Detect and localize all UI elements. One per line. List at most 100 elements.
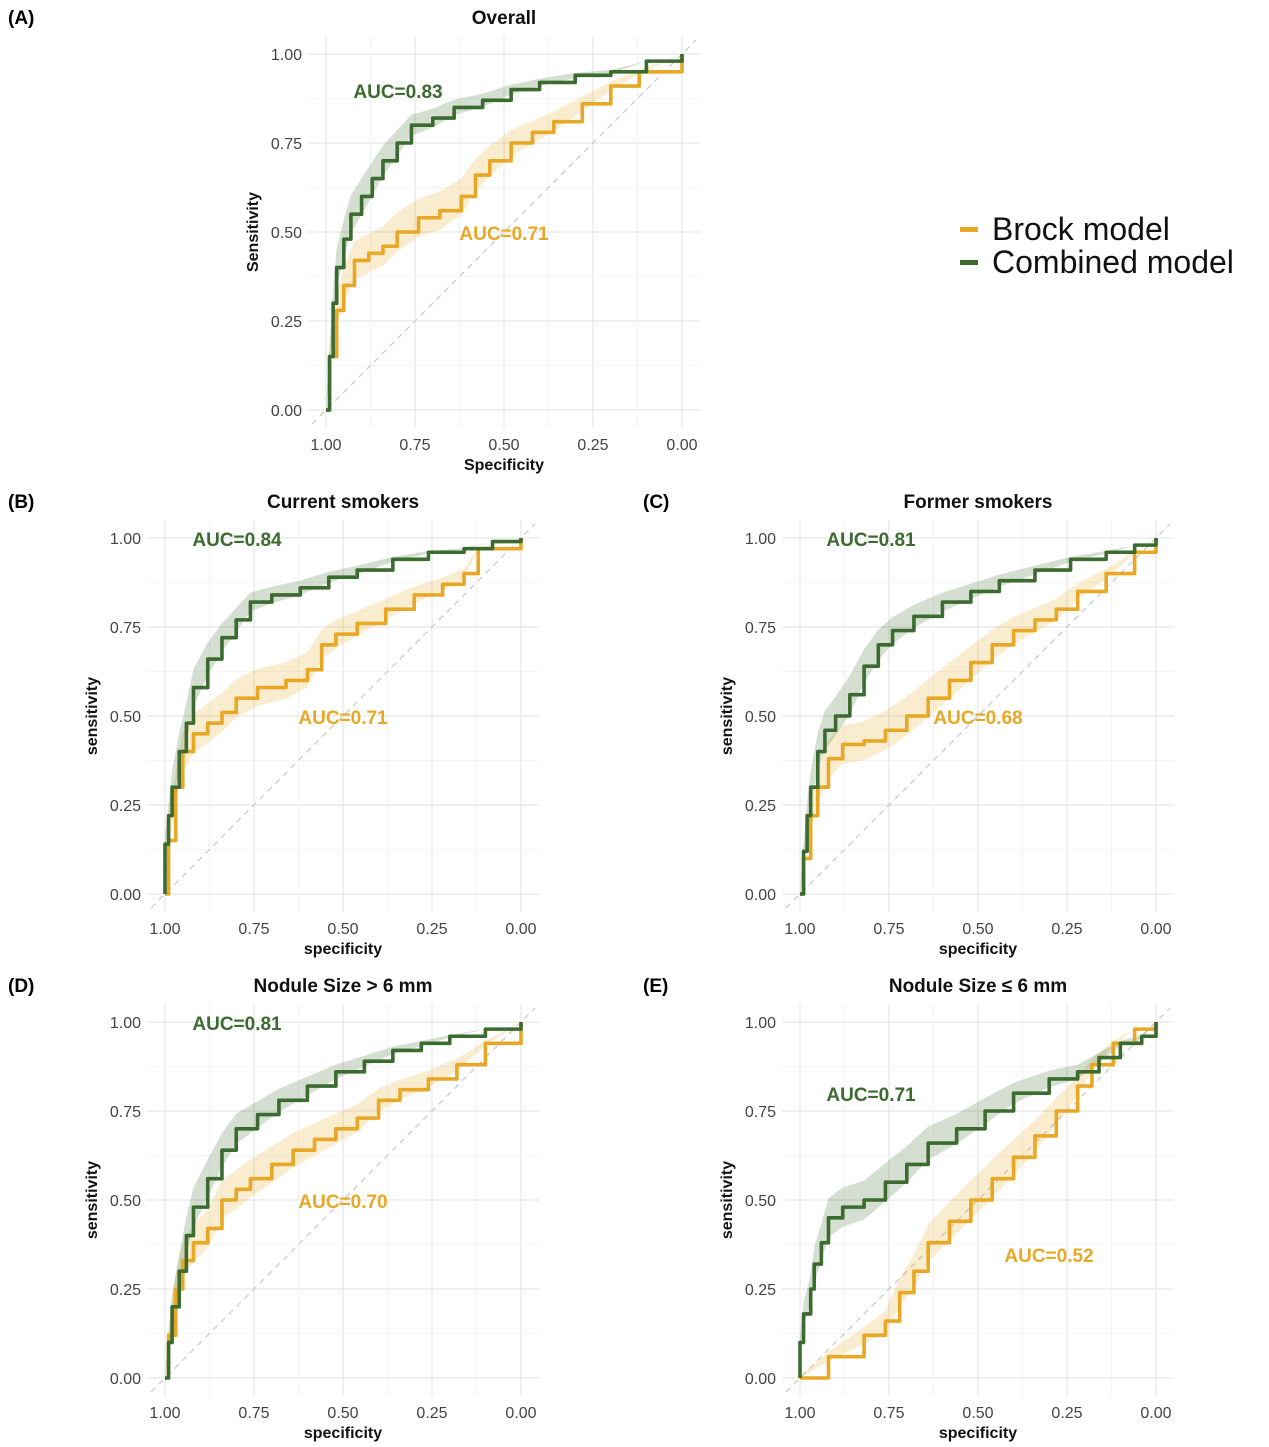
y-tick-label: 0.00 xyxy=(271,403,302,420)
panel-a-title: Overall xyxy=(472,8,536,29)
panel-c-y-axis-title: sensitivity xyxy=(719,677,736,755)
panel-d-x-axis-title: specificity xyxy=(304,1425,382,1442)
reference-diagonal xyxy=(785,1007,1171,1393)
y-tick-label: 0.75 xyxy=(271,136,302,153)
y-tick-label: 1.00 xyxy=(110,1015,141,1032)
panel-a-x-axis-title: Specificity xyxy=(464,457,544,474)
brock-model-auc-label: AUC=0.70 xyxy=(298,1192,387,1213)
x-tick-label: 0.50 xyxy=(327,1405,358,1422)
y-tick-label: 0.50 xyxy=(110,1193,141,1210)
reference-diagonal xyxy=(150,523,536,909)
x-tick-label: 0.75 xyxy=(399,437,430,454)
y-tick-label: 0.75 xyxy=(110,1104,141,1121)
x-tick-label: 0.50 xyxy=(962,1405,993,1422)
panel-b-y-axis-title: sensitivity xyxy=(84,677,101,755)
combined-model-roc-curve xyxy=(165,1022,523,1380)
x-tick-label: 1.00 xyxy=(149,1405,180,1422)
y-tick-label: 1.00 xyxy=(110,531,141,548)
panel-b-plot: 1.00 0.75 0.50 0.25 0.00 0.00 0.25 0.50 0.75 1.00… xyxy=(110,520,539,938)
panel-e-title: Nodule Size ≤ 6 mm xyxy=(889,976,1067,997)
x-tick-label: 0.00 xyxy=(1140,921,1171,938)
panel-c-plot: 1.00 0.75 0.50 0.25 0.00 0.00 0.25 0.50 0.75 1.00… xyxy=(745,520,1174,938)
panel-a-y-axis-title: Sensitivity xyxy=(245,192,262,272)
x-tick-label: 0.25 xyxy=(1051,921,1082,938)
x-tick-label: 0.00 xyxy=(1140,1405,1171,1422)
y-tick-label: 0.50 xyxy=(745,709,776,726)
brock-model-auc-label: AUC=0.71 xyxy=(459,224,549,245)
y-tick-label: 0.25 xyxy=(745,798,776,815)
panel-c-title: Former smokers xyxy=(904,492,1053,513)
panel-b-x-axis-title: specificity xyxy=(304,941,382,958)
x-tick-label: 1.00 xyxy=(784,1405,815,1422)
x-tick-label: 0.00 xyxy=(505,1405,536,1422)
panel-b-letter: (B) xyxy=(8,492,34,513)
x-tick-label: 0.75 xyxy=(873,921,904,938)
panel-d-letter: (D) xyxy=(8,976,34,997)
y-tick-label: 1.00 xyxy=(745,531,776,548)
panel-a-letter: (A) xyxy=(8,8,34,29)
panel-e-letter: (E) xyxy=(643,976,668,997)
reference-diagonal xyxy=(311,39,697,425)
x-tick-label: 0.00 xyxy=(666,437,697,454)
legend-label-brock: Brock model xyxy=(992,211,1170,247)
combined-model-ci-band xyxy=(800,538,1156,894)
y-tick-label: 0.00 xyxy=(745,1371,776,1388)
x-tick-label: 0.00 xyxy=(505,921,536,938)
panel-e-y-axis-title: sensitivity xyxy=(719,1161,736,1239)
panel-c: (C) Former smokers 1.00 0.75 0.50 0.25 0.00 0… xyxy=(643,492,1174,958)
x-tick-label: 0.25 xyxy=(416,921,447,938)
y-tick-label: 1.00 xyxy=(745,1015,776,1032)
y-tick-label: 0.75 xyxy=(745,620,776,637)
panel-a-plot: 1.00 0.75 0.50 0.25 0.00 0.00 0.25 0.50 0.75 1.00… xyxy=(271,36,700,454)
combined-model-auc-label: AUC=0.81 xyxy=(826,530,916,551)
y-tick-label: 0.00 xyxy=(110,1371,141,1388)
panel-d-y-axis-title: sensitivity xyxy=(84,1161,101,1239)
legend-swatch-combined xyxy=(960,260,978,265)
panel-b: (B) Current smokers 1.00 0.75 0.50 0.25 0.00… xyxy=(8,492,539,958)
panel-c-letter: (C) xyxy=(643,492,669,513)
reference-diagonal xyxy=(150,1007,536,1393)
combined-model-auc-label: AUC=0.84 xyxy=(192,530,282,551)
combined-model-ci-band xyxy=(165,1022,521,1378)
combined-model-roc-curve xyxy=(798,1022,1158,1378)
panel-e-plot: 1.00 0.75 0.50 0.25 0.00 0.00 0.25 0.50 0.75 1.00… xyxy=(745,1004,1174,1422)
panel-d: (D) Nodule Size > 6 mm 1.00 0.75 0.50 0.25 0… xyxy=(8,976,539,1442)
brock-model-auc-label: AUC=0.71 xyxy=(298,708,388,729)
x-tick-label: 1.00 xyxy=(310,437,341,454)
y-tick-label: 0.50 xyxy=(271,225,302,242)
x-tick-label: 0.75 xyxy=(873,1405,904,1422)
x-tick-label: 1.00 xyxy=(149,921,180,938)
x-tick-label: 0.75 xyxy=(238,1405,269,1422)
y-tick-label: 0.50 xyxy=(110,709,141,726)
brock-model-auc-label: AUC=0.68 xyxy=(933,708,1022,729)
panel-e: (E) Nodule Size ≤ 6 mm 1.00 0.75 0.50 0.25 0… xyxy=(643,976,1174,1442)
combined-model-roc-curve xyxy=(163,538,523,894)
y-tick-label: 0.25 xyxy=(110,798,141,815)
y-tick-label: 0.25 xyxy=(271,314,302,331)
panel-e-x-axis-title: specificity xyxy=(939,1425,1017,1442)
legend: Brock model Combined model xyxy=(960,211,1234,280)
x-tick-label: 0.50 xyxy=(488,437,519,454)
legend-label-combined: Combined model xyxy=(992,244,1234,280)
x-tick-label: 1.00 xyxy=(784,921,815,938)
y-tick-label: 0.75 xyxy=(110,620,141,637)
x-tick-label: 0.75 xyxy=(238,921,269,938)
combined-model-roc-curve xyxy=(800,538,1158,896)
brock-model-roc-curve xyxy=(326,54,684,412)
brock-model-auc-label: AUC=0.52 xyxy=(1004,1246,1093,1267)
y-tick-label: 0.25 xyxy=(110,1282,141,1299)
y-tick-label: 0.50 xyxy=(745,1193,776,1210)
panel-c-x-axis-title: specificity xyxy=(939,941,1017,958)
y-tick-label: 0.25 xyxy=(745,1282,776,1299)
combined-model-auc-label: AUC=0.71 xyxy=(826,1085,916,1106)
x-tick-label: 0.25 xyxy=(1051,1405,1082,1422)
combined-model-roc-curve xyxy=(326,54,684,412)
y-tick-label: 0.00 xyxy=(110,887,141,904)
x-tick-label: 0.25 xyxy=(416,1405,447,1422)
brock-model-roc-curve xyxy=(800,538,1158,896)
panel-d-plot: 1.00 0.75 0.50 0.25 0.00 0.00 0.25 0.50 0.75 1.00… xyxy=(110,1004,539,1422)
x-tick-label: 0.25 xyxy=(577,437,608,454)
legend-swatch-brock xyxy=(960,227,978,232)
panel-d-title: Nodule Size > 6 mm xyxy=(254,976,433,997)
